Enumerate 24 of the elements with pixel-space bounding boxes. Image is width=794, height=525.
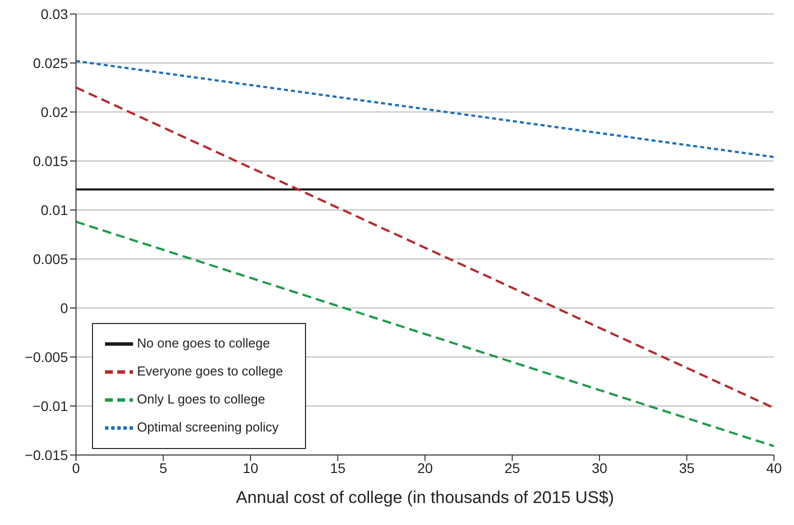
x-tick-label: 0 [72,460,80,476]
x-tick-label: 25 [504,460,520,476]
x-axis-title: Annual cost of college (in thousands of 2015 US$) [236,488,614,507]
legend-label: Everyone goes to college [137,363,283,378]
y-tick-label: 0 [60,300,68,316]
y-tick-label: −0.005 [24,348,68,365]
y-tick-label: 0.01 [40,202,68,218]
y-tick-label: −0.01 [32,398,68,414]
x-tick-label: 40 [766,460,782,476]
x-tick-label: 30 [592,460,608,476]
y-tick-label: 0.025 [32,54,68,71]
x-tick-label: 10 [242,460,258,476]
y-tick-label: −0.015 [24,446,68,463]
legend-label: No one goes to college [137,335,270,350]
legend-label: Optimal screening policy [137,419,279,434]
y-tick-label: 0.03 [40,6,68,22]
legend-label: Only L goes to college [137,391,266,406]
y-tick-label: 0.02 [40,104,68,120]
x-tick-label: 20 [417,460,433,476]
y-tick-label: 0.015 [32,152,68,169]
y-tick-label: 0.005 [32,250,68,267]
x-tick-label: 5 [159,460,168,476]
x-tick-label: 35 [678,460,695,476]
x-tick-label: 15 [330,460,346,476]
